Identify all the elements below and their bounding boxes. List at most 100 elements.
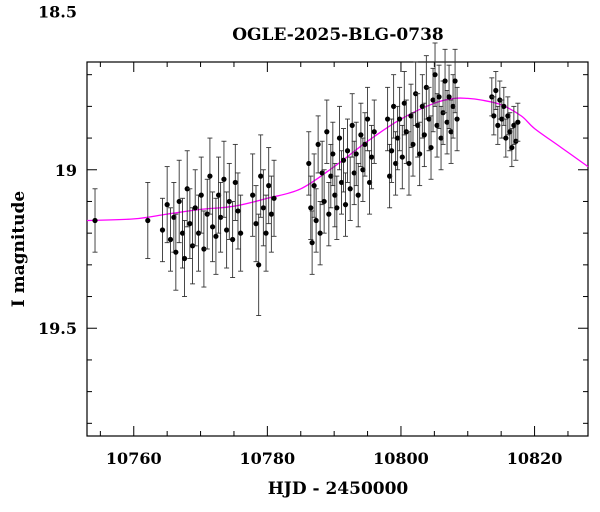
data-marker <box>495 122 501 128</box>
data-marker <box>403 129 409 135</box>
data-point <box>235 172 241 250</box>
data-marker <box>192 205 198 211</box>
data-point <box>505 96 511 136</box>
data-point <box>366 150 373 215</box>
x-tick-label: 10780 <box>240 449 296 468</box>
data-point <box>389 118 395 183</box>
data-marker <box>167 236 174 243</box>
data-point <box>167 207 174 272</box>
data-marker <box>362 141 368 148</box>
data-point <box>201 210 207 288</box>
data-point <box>176 159 182 244</box>
data-marker <box>399 154 405 160</box>
data-marker <box>360 167 366 173</box>
data-point <box>187 188 193 259</box>
data-marker <box>410 141 416 148</box>
y-axis-label: I magnitude <box>9 191 29 308</box>
data-marker <box>253 221 259 227</box>
data-marker <box>204 211 210 217</box>
data-point <box>436 64 442 130</box>
data-marker <box>176 198 182 205</box>
data-marker <box>351 170 357 176</box>
data-marker <box>448 129 454 135</box>
data-point <box>385 86 391 152</box>
data-marker <box>181 255 188 262</box>
data-point <box>399 124 405 190</box>
data-marker <box>221 176 227 182</box>
data-marker <box>271 195 277 201</box>
data-point <box>207 137 213 215</box>
data-marker <box>393 160 399 167</box>
data-marker <box>452 78 458 84</box>
data-point <box>313 188 319 253</box>
data-point <box>184 150 190 228</box>
data-marker <box>232 179 238 186</box>
data-marker <box>444 119 450 125</box>
data-point <box>258 134 264 218</box>
y-tick-label: 19 <box>55 161 77 180</box>
data-marker <box>326 211 332 217</box>
data-marker <box>218 214 224 220</box>
data-marker <box>436 94 442 100</box>
y-tick-label: 18.5 <box>38 2 77 21</box>
data-marker <box>184 186 190 192</box>
data-marker <box>515 119 521 125</box>
data-marker <box>164 202 170 208</box>
data-point <box>253 185 259 263</box>
data-marker <box>226 198 232 205</box>
data-marker <box>355 192 361 198</box>
data-marker <box>317 230 323 236</box>
data-point <box>181 220 188 297</box>
data-point <box>344 118 351 183</box>
data-point <box>406 131 412 196</box>
data-marker <box>250 192 256 198</box>
data-marker <box>308 205 314 211</box>
data-point <box>164 166 170 244</box>
data-point <box>92 188 98 253</box>
data-marker <box>195 230 202 236</box>
data-marker <box>263 230 269 236</box>
data-point <box>315 115 321 174</box>
data-marker <box>438 135 444 141</box>
data-marker <box>230 236 236 243</box>
data-marker <box>505 113 511 119</box>
data-marker <box>258 173 264 179</box>
data-marker <box>209 224 216 230</box>
data-marker <box>215 192 222 198</box>
data-marker <box>344 148 351 154</box>
data-point <box>332 162 338 228</box>
data-marker <box>179 230 186 236</box>
data-marker <box>266 183 272 189</box>
data-marker <box>342 202 349 208</box>
data-marker <box>426 116 432 122</box>
data-marker <box>260 205 266 211</box>
data-point <box>173 213 179 291</box>
data-point <box>209 191 216 263</box>
data-marker <box>450 103 456 109</box>
data-marker <box>145 217 151 224</box>
data-marker <box>334 205 340 211</box>
data-point <box>410 112 416 177</box>
data-point <box>271 159 277 237</box>
data-point <box>221 140 227 218</box>
data-point <box>213 197 219 275</box>
y-tick-label: 19.5 <box>38 319 77 338</box>
data-point <box>395 105 401 171</box>
data-marker <box>238 230 244 236</box>
x-tick-label: 10800 <box>373 449 429 468</box>
data-marker <box>434 122 440 128</box>
data-marker <box>309 240 315 246</box>
data-marker <box>493 87 499 94</box>
x-tick-label: 10760 <box>106 449 162 468</box>
data-point <box>215 156 222 234</box>
data-point <box>362 112 368 177</box>
data-marker <box>315 141 321 148</box>
data-point <box>308 175 314 240</box>
data-marker <box>417 151 423 157</box>
data-marker <box>368 154 375 160</box>
data-point <box>347 156 353 221</box>
data-point <box>393 131 399 196</box>
data-point <box>340 128 347 193</box>
data-point <box>421 102 427 168</box>
data-marker <box>92 217 98 224</box>
